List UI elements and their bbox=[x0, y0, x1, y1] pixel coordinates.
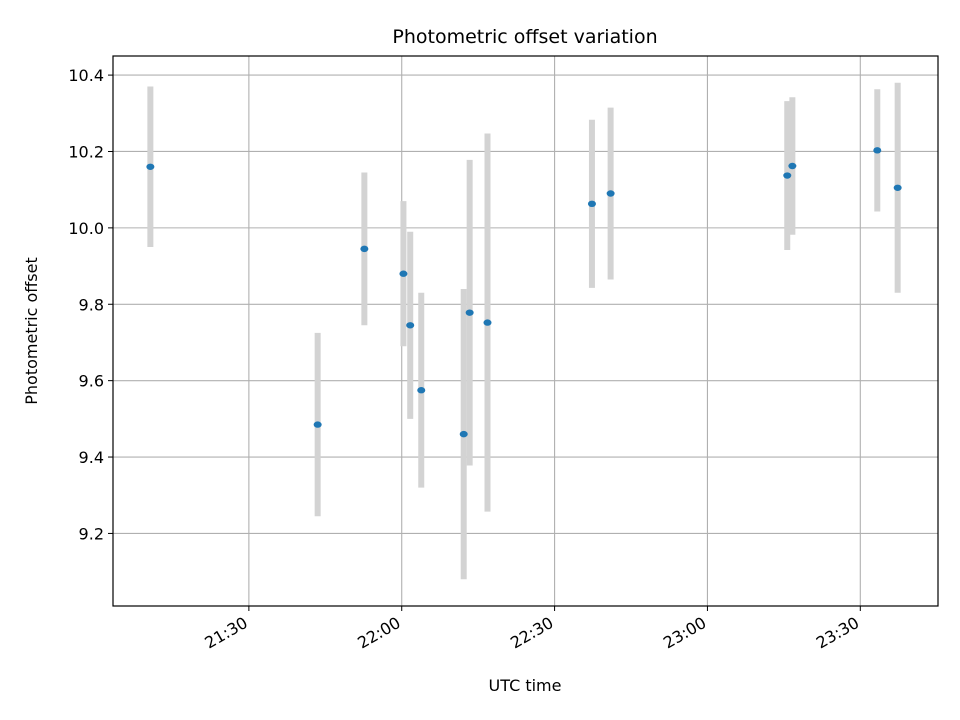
plot-frame bbox=[112, 55, 939, 607]
y-tick-label: 9.4 bbox=[79, 448, 104, 467]
data-point bbox=[399, 270, 408, 277]
data-point bbox=[873, 147, 882, 154]
y-tick-label: 10.0 bbox=[68, 219, 104, 238]
data-point bbox=[788, 162, 797, 170]
plot-area bbox=[113, 56, 938, 606]
data-point bbox=[360, 245, 369, 253]
x-axis-title: UTC time bbox=[489, 676, 562, 695]
y-tick-label: 10.4 bbox=[68, 66, 104, 85]
data-point bbox=[783, 172, 792, 179]
y-tick-label: 9.8 bbox=[79, 295, 104, 314]
data-point bbox=[459, 430, 468, 438]
chart-title: Photometric offset variation bbox=[392, 26, 657, 48]
y-axis-title: Photometric offset bbox=[22, 257, 41, 405]
y-tick-label: 9.6 bbox=[79, 372, 104, 391]
y-tick-label: 10.2 bbox=[68, 142, 104, 161]
y-axis: 9.2 9.4 9.6 9.8 10.0 10.2 10.4 bbox=[68, 66, 113, 543]
data-point bbox=[606, 190, 615, 197]
data-point bbox=[465, 309, 474, 316]
points bbox=[146, 147, 902, 438]
data-point bbox=[313, 421, 322, 428]
y-tick-label: 9.2 bbox=[79, 524, 104, 543]
data-point bbox=[406, 322, 415, 329]
data-point bbox=[893, 184, 902, 191]
data-point bbox=[417, 387, 426, 394]
data-point bbox=[587, 200, 596, 208]
data-point bbox=[483, 319, 492, 326]
data-point bbox=[146, 163, 155, 170]
